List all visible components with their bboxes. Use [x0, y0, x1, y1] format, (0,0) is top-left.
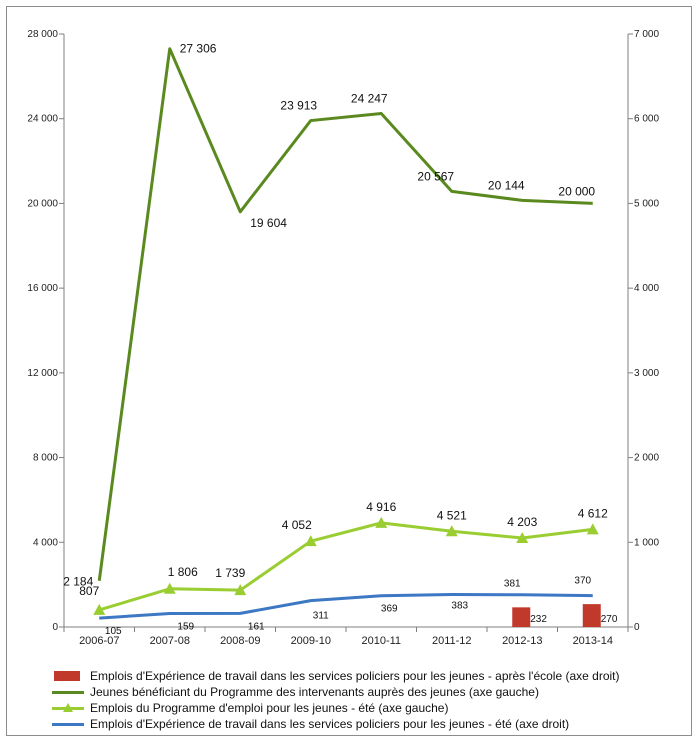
left-tick-label: 28 000 — [27, 29, 58, 40]
data-label: 105 — [105, 626, 122, 637]
series-line — [98, 521, 593, 612]
legend-item-youth-workers: Jeunes bénéficiant du Programme des inte… — [52, 684, 672, 700]
right-tick-label: 1 000 — [634, 537, 659, 548]
data-label: 20 567 — [417, 169, 454, 183]
x-tick-label: 2007-08 — [150, 635, 190, 647]
data-label: 4 052 — [282, 518, 312, 532]
data-label: 23 913 — [280, 99, 317, 113]
chart-frame — [6, 6, 692, 736]
right-tick-label: 5 000 — [634, 198, 659, 209]
data-label: 4 916 — [366, 500, 396, 514]
triangle-marker — [445, 525, 458, 537]
triangle-marker — [93, 603, 106, 615]
data-label: 383 — [451, 601, 468, 612]
data-label: 19 604 — [250, 216, 287, 230]
legend-item-police-summer: Emplois d'Expérience de travail dans les… — [52, 716, 672, 732]
x-tick-label: 2010-11 — [361, 635, 401, 647]
triangle-marker — [234, 584, 247, 596]
left-tick-label: 16 000 — [27, 283, 58, 294]
data-label: 1 806 — [168, 565, 198, 579]
legend-swatch-line — [52, 686, 84, 698]
triangle-marker — [516, 531, 529, 543]
data-label: 24 247 — [351, 91, 388, 105]
legend-item-police-after-school: Emplois d'Expérience de travail dans les… — [52, 668, 672, 684]
x-tick-label: 2012-13 — [502, 635, 542, 647]
x-tick-label: 2009-10 — [291, 635, 331, 647]
left-tick-label: 8 000 — [33, 453, 58, 464]
data-label: 4 203 — [507, 515, 537, 529]
data-label: 2 184 — [63, 575, 93, 589]
legend: Emplois d'Expérience de travail dans les… — [52, 668, 672, 732]
series-line — [97, 47, 593, 581]
series-line — [99, 593, 593, 620]
data-label: 4 521 — [437, 508, 467, 522]
legend-swatch-bar — [52, 670, 84, 682]
left-tick-label: 0 — [52, 622, 58, 633]
legend-label: Emplois d'Expérience de travail dans les… — [90, 669, 620, 683]
right-tick-label: 6 000 — [634, 114, 659, 125]
legend-swatch-triangle-line — [52, 702, 84, 714]
right-tick-label: 2 000 — [634, 453, 659, 464]
legend-label: Emplois d'Expérience de travail dans les… — [90, 717, 570, 731]
bar-value-label: 270 — [601, 614, 618, 625]
chart-svg: 0 4 000 8 000 12 000 16 000 20 000 24 000 28 00… — [27, 29, 659, 647]
right-tick-label: 3 000 — [634, 368, 659, 379]
left-tick-label: 12 000 — [27, 368, 58, 379]
legend-label: Emplois du Programme d'emploi pour les j… — [90, 701, 449, 715]
bar-series — [512, 604, 601, 627]
data-label: 370 — [574, 576, 591, 587]
left-tick-label: 20 000 — [27, 198, 58, 209]
triangle-marker — [586, 523, 599, 535]
bar — [582, 604, 601, 627]
data-label: 807 — [79, 584, 99, 598]
data-label: 20 144 — [488, 178, 525, 192]
legend-item-summer-jobs: Emplois du Programme d'emploi pour les j… — [52, 700, 672, 716]
right-tick-label: 4 000 — [634, 283, 659, 294]
right-tick-label: 0 — [634, 622, 640, 633]
x-tick-label: 2011-12 — [432, 635, 472, 647]
left-tick-label: 24 000 — [27, 114, 58, 125]
x-tick-label: 2008-09 — [220, 635, 260, 647]
x-tick-label: 2006-07 — [79, 635, 119, 647]
legend-label: Jeunes bénéficiant du Programme des inte… — [90, 685, 539, 699]
data-label: 27 306 — [180, 42, 217, 56]
data-label: 381 — [504, 579, 521, 590]
data-label: 1 739 — [215, 566, 245, 580]
triangle-marker — [304, 535, 317, 547]
bar-value-label: 232 — [530, 614, 547, 625]
data-label: 369 — [381, 604, 398, 615]
data-labels: 232 270 2 184 27 306 19 604 23 913 24 247 20 56… — [63, 42, 618, 637]
line-series — [93, 47, 599, 620]
data-label: 159 — [177, 622, 194, 633]
data-label: 4 612 — [578, 506, 608, 520]
data-label: 20 000 — [558, 184, 595, 198]
chart-axes: 0 4 000 8 000 12 000 16 000 20 000 24 000 28 00… — [27, 29, 659, 647]
triangle-marker — [375, 516, 388, 528]
x-tick-label: 2013-14 — [573, 635, 613, 647]
data-label: 311 — [313, 611, 329, 622]
left-tick-label: 4 000 — [33, 537, 58, 548]
right-tick-label: 7 000 — [634, 29, 659, 40]
triangle-marker — [163, 582, 176, 594]
bar — [512, 607, 531, 627]
legend-swatch-line — [52, 718, 84, 730]
data-label: 161 — [248, 621, 265, 632]
